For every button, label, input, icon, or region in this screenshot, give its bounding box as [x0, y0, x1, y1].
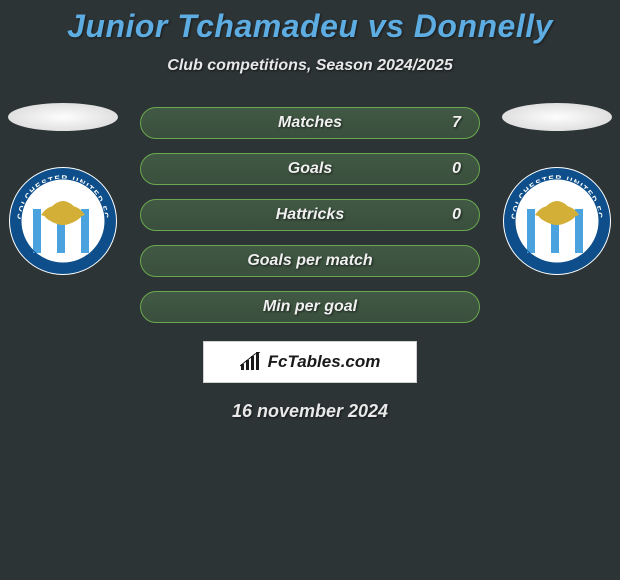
subtitle: Club competitions, Season 2024/2025: [0, 57, 620, 75]
stat-row-goals-per-match: Goals per match: [140, 245, 480, 277]
stat-value-right: 7: [452, 114, 461, 132]
stat-label: Hattricks: [276, 206, 344, 224]
comparison-widget: Junior Tchamadeu vs Donnelly Club compet…: [0, 0, 620, 422]
stat-label: Matches: [278, 114, 342, 132]
bar-chart-icon: [240, 352, 262, 372]
player-left-column: COLCHESTER UNITED FC: [8, 103, 118, 275]
comparison-row: COLCHESTER UNITED FC: [0, 103, 620, 323]
stat-row-matches: Matches 7: [140, 107, 480, 139]
stat-label: Min per goal: [263, 298, 357, 316]
stats-column: Matches 7 Goals 0 Hattricks 0 Goals per …: [140, 107, 480, 323]
player-right-avatar-placeholder: [502, 103, 612, 131]
brand-text: FcTables.com: [268, 352, 381, 372]
date-line: 16 november 2024: [0, 401, 620, 422]
player-left-club-badge: COLCHESTER UNITED FC: [9, 167, 117, 275]
colchester-badge-icon: COLCHESTER UNITED FC: [503, 167, 611, 275]
stat-value-right: 0: [452, 160, 461, 178]
player-right-column: COLCHESTER UNITED FC: [502, 103, 612, 275]
player-right-club-badge: COLCHESTER UNITED FC: [503, 167, 611, 275]
colchester-badge-icon: COLCHESTER UNITED FC: [9, 167, 117, 275]
brand-link[interactable]: FcTables.com: [203, 341, 417, 383]
stat-value-right: 0: [452, 206, 461, 224]
stat-row-min-per-goal: Min per goal: [140, 291, 480, 323]
stat-row-goals: Goals 0: [140, 153, 480, 185]
player-left-avatar-placeholder: [8, 103, 118, 131]
stat-label: Goals per match: [247, 252, 372, 270]
stat-label: Goals: [288, 160, 332, 178]
stat-row-hattricks: Hattricks 0: [140, 199, 480, 231]
page-title: Junior Tchamadeu vs Donnelly: [0, 8, 620, 45]
